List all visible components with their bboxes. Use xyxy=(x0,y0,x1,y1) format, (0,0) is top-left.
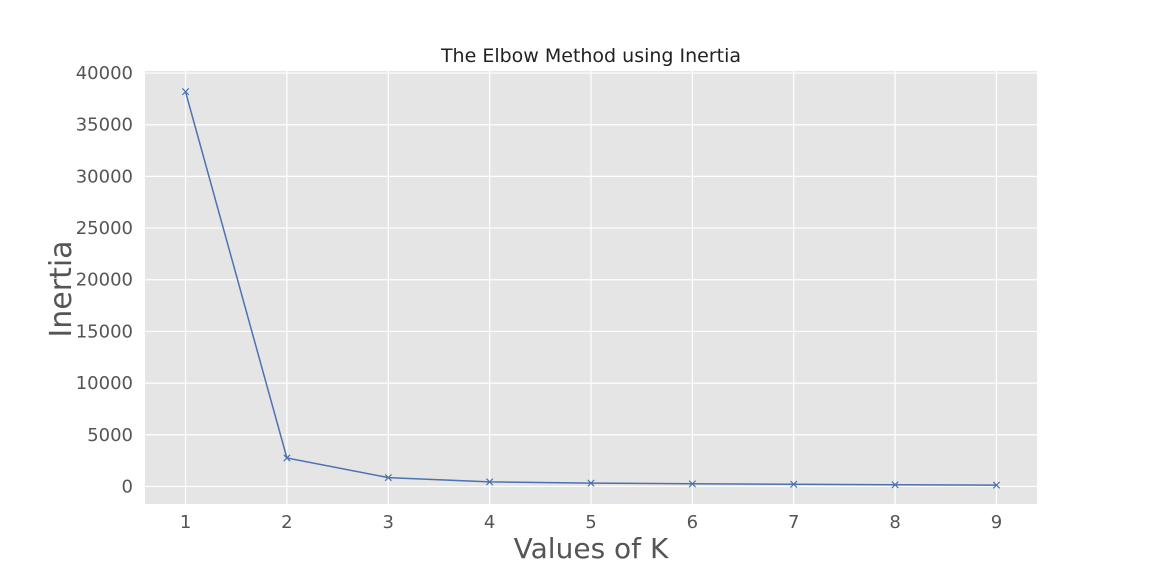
y-tick-label: 10000 xyxy=(76,373,133,394)
y-tick-label: 40000 xyxy=(76,63,133,84)
x-tick-label: 4 xyxy=(484,512,495,533)
y-tick-label: 20000 xyxy=(76,270,133,291)
x-tick-label: 5 xyxy=(585,512,596,533)
data-point-marker xyxy=(283,454,291,462)
y-tick-label: 15000 xyxy=(76,321,133,342)
y-tick-label: 35000 xyxy=(76,115,133,136)
x-tick-label: 2 xyxy=(281,512,292,533)
data-point-marker xyxy=(891,481,899,489)
series-group xyxy=(181,88,1001,489)
data-point-marker xyxy=(992,481,1001,489)
y-tick-label: 25000 xyxy=(76,218,133,239)
y-axis-title: Inertia xyxy=(44,240,79,337)
chart-title: The Elbow Method using Inertia xyxy=(440,45,741,67)
x-tick-label: 6 xyxy=(687,512,698,533)
y-tick-label: 0 xyxy=(122,476,133,497)
data-point-marker xyxy=(790,480,798,488)
x-axis-title: Values of K xyxy=(514,532,669,565)
y-tick-labels: 0 5000 10000 15000 20000 25000 30000 35000 40000 xyxy=(76,63,133,497)
y-tick-label: 5000 xyxy=(87,425,133,446)
x-tick-label: 9 xyxy=(991,512,1002,533)
data-point-marker xyxy=(181,88,190,96)
data-point-marker xyxy=(486,478,494,486)
x-tick-labels: 1 2 3 4 5 6 7 8 9 xyxy=(180,512,1002,533)
x-tick-label: 7 xyxy=(788,512,799,533)
x-tick-label: 1 xyxy=(180,512,191,533)
x-tick-label: 8 xyxy=(889,512,900,533)
data-point-marker xyxy=(384,474,392,482)
data-point-marker xyxy=(688,480,696,488)
y-tick-label: 30000 xyxy=(76,166,133,187)
x-tick-label: 3 xyxy=(383,512,394,533)
data-point-marker xyxy=(587,479,595,487)
grid-lines xyxy=(145,71,1037,504)
